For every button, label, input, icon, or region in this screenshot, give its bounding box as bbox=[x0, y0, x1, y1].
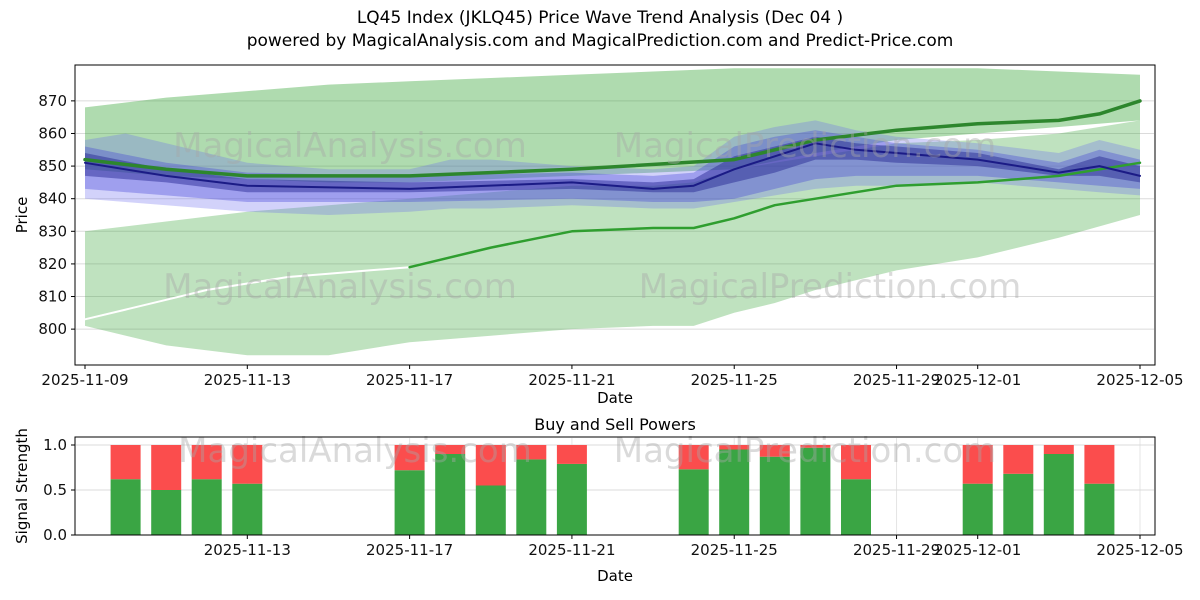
sell-power-bar bbox=[1003, 445, 1034, 474]
sell-power-bar bbox=[191, 445, 222, 480]
buy-power-bar bbox=[435, 454, 466, 535]
x-tick-label: 2025-11-17 bbox=[366, 541, 453, 559]
x-tick-label: 2025-11-13 bbox=[204, 371, 291, 389]
sell-power-bar bbox=[962, 445, 993, 484]
chart-subtitle: powered by MagicalAnalysis.com and Magic… bbox=[246, 31, 954, 51]
x-tick-label: 2025-11-09 bbox=[41, 371, 128, 389]
y-tick-label: 810 bbox=[38, 288, 67, 306]
buy-power-bar bbox=[1084, 483, 1115, 535]
buy-power-bar bbox=[759, 456, 790, 535]
price-axis-label: Price bbox=[13, 196, 31, 234]
blue-wave-band-mid bbox=[85, 130, 1140, 202]
date-axis-label-bottom: Date bbox=[597, 567, 633, 585]
buy-power-bar bbox=[232, 483, 263, 535]
navy-price-line bbox=[84, 142, 1141, 190]
sell-power-bar bbox=[800, 445, 831, 448]
sell-power-bar bbox=[110, 445, 141, 480]
watermark-text: MagicalPrediction.com bbox=[614, 126, 997, 166]
buy-power-bar bbox=[151, 490, 182, 535]
y-tick-label: 0.5 bbox=[43, 481, 67, 499]
x-tick-label: 2025-12-01 bbox=[934, 371, 1021, 389]
chart-title: LQ45 Index (JKLQ45) Price Wave Trend Ana… bbox=[356, 8, 844, 28]
buy-power-bar bbox=[800, 447, 831, 535]
y-tick-label: 850 bbox=[38, 157, 67, 175]
x-tick-label: 2025-11-13 bbox=[204, 541, 291, 559]
x-tick-label: 2025-11-21 bbox=[528, 371, 615, 389]
x-tick-label: 2025-11-25 bbox=[691, 371, 778, 389]
watermark-text: MagicalAnalysis.com bbox=[163, 267, 517, 307]
signal-plot: MagicalAnalysis.com MagicalPrediction.com… bbox=[43, 431, 1183, 559]
y-tick-label: 820 bbox=[38, 255, 67, 273]
lower-green-forecast-band bbox=[85, 120, 1140, 356]
sell-power-bar bbox=[759, 445, 790, 457]
buy-power-bar bbox=[516, 459, 547, 535]
sell-power-bar bbox=[1043, 445, 1074, 454]
x-tick-label: 2025-11-21 bbox=[528, 541, 615, 559]
buy-power-bar bbox=[110, 479, 141, 535]
x-tick-label: 2025-12-05 bbox=[1096, 371, 1183, 389]
x-tick-label: 2025-11-17 bbox=[366, 371, 453, 389]
sell-power-bar bbox=[394, 445, 425, 471]
y-tick-label: 1.0 bbox=[43, 436, 67, 454]
signal-plot-border bbox=[74, 436, 1156, 536]
sell-power-bar bbox=[556, 445, 587, 464]
sell-power-bar bbox=[841, 445, 871, 480]
y-tick-label: 840 bbox=[38, 190, 67, 208]
y-tick-label: 0.0 bbox=[43, 526, 67, 544]
buy-power-bar bbox=[841, 479, 871, 535]
buy-power-bar bbox=[191, 479, 222, 535]
sell-power-bar bbox=[232, 445, 263, 484]
buy-power-bar bbox=[1043, 454, 1074, 535]
sell-power-bar bbox=[719, 445, 750, 450]
buy-power-bar bbox=[719, 449, 750, 535]
y-tick-label: 870 bbox=[38, 92, 67, 110]
sell-power-bar bbox=[678, 445, 709, 470]
buy-power-bar bbox=[394, 470, 425, 535]
buy-sell-powers-title: Buy and Sell Powers bbox=[534, 415, 696, 434]
watermark-text: MagicalAnalysis.com bbox=[173, 126, 527, 166]
sell-power-bar bbox=[516, 445, 547, 460]
y-tick-label: 800 bbox=[38, 320, 67, 338]
signal-strength-axis-label: Signal Strength bbox=[13, 428, 31, 544]
green-upper-trend-line bbox=[83, 99, 1142, 178]
y-tick-label: 860 bbox=[38, 124, 67, 142]
sell-power-bar bbox=[1084, 445, 1115, 484]
price-plot-border bbox=[74, 64, 1156, 366]
buy-power-bar bbox=[475, 485, 506, 535]
y-tick-label: 830 bbox=[38, 222, 67, 240]
date-axis-label-top: Date bbox=[597, 389, 633, 407]
sell-power-bar bbox=[475, 445, 506, 486]
blue-wave-band-outer bbox=[85, 120, 1140, 215]
buy-power-bar bbox=[962, 483, 993, 535]
watermark-text: MagicalPrediction.com bbox=[614, 431, 997, 471]
x-tick-label: 2025-11-29 bbox=[853, 541, 940, 559]
white-history-line bbox=[84, 266, 411, 321]
price-plot: MagicalAnalysis.com MagicalPrediction.com… bbox=[38, 64, 1184, 389]
x-tick-label: 2025-11-29 bbox=[853, 371, 940, 389]
x-tick-label: 2025-12-01 bbox=[934, 541, 1021, 559]
green-forecast-line bbox=[408, 161, 1142, 269]
watermark-text: MagicalPrediction.com bbox=[639, 267, 1022, 307]
upper-green-forecast-band bbox=[85, 68, 1140, 183]
buy-power-bar bbox=[556, 463, 587, 535]
x-tick-label: 2025-11-25 bbox=[691, 541, 778, 559]
sell-power-bar bbox=[435, 445, 466, 454]
x-tick-label: 2025-12-05 bbox=[1096, 541, 1183, 559]
sell-power-bar bbox=[151, 445, 182, 490]
watermark-text: MagicalAnalysis.com bbox=[178, 431, 532, 471]
buy-power-bar bbox=[678, 469, 709, 535]
buy-power-bar bbox=[1003, 473, 1034, 535]
